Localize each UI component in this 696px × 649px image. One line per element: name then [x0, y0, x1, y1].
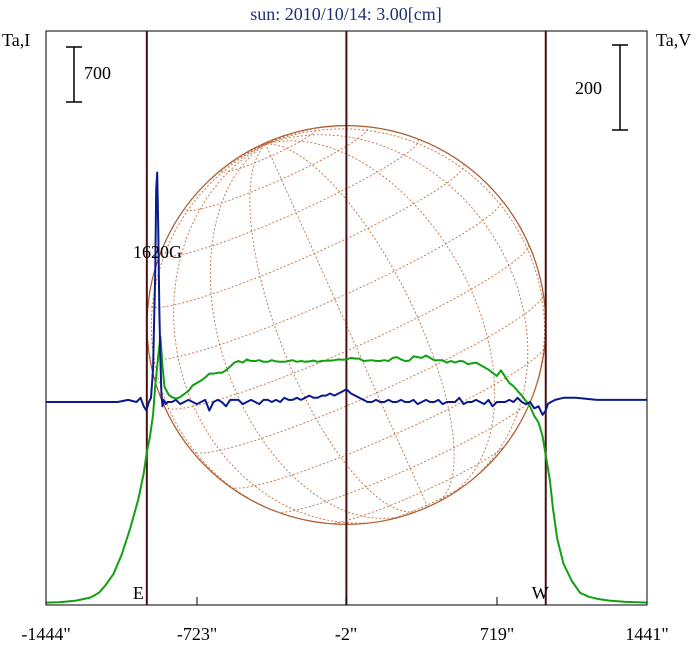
grid-longitude-line [265, 140, 496, 499]
x-axis-ticks: -1444" -723" -2" 719" 1441" [21, 597, 669, 644]
grid-longitude-line [265, 144, 429, 508]
grid-longitude-line [258, 143, 266, 147]
x-tick-label: -1444" [21, 624, 70, 644]
left-axis-label: Ta,I [2, 30, 30, 50]
grid-longitude-line [265, 143, 455, 503]
grid-longitude-line [209, 143, 410, 519]
grid-latitude-line [220, 128, 317, 173]
grid-latitude-line [277, 398, 533, 513]
grid-longitude-line [249, 143, 418, 513]
grid-latitude-line [230, 347, 545, 489]
grid-longitude-line [265, 134, 529, 485]
left-scale-label: 700 [84, 63, 111, 83]
grid-longitude-line [179, 143, 266, 216]
chart-title: sun: 2010/10/14: 3.00[cm] [250, 4, 442, 24]
right-axis-label: Ta,V [656, 30, 691, 50]
annotation-1620g: 1620G [133, 242, 182, 262]
series-line-intensity [45, 335, 648, 604]
grid-latitude-line [149, 199, 503, 360]
grid-longitude-line [265, 125, 376, 145]
x-tick-label: 1441" [625, 624, 668, 644]
x-tick-label: 719" [480, 624, 514, 644]
series-group [45, 171, 648, 604]
series-line-polarization [46, 171, 647, 416]
grid-longitude-line [265, 128, 545, 427]
right-scale-label: 200 [575, 78, 602, 98]
grid-latitude-line [159, 138, 419, 258]
x-tick-label: -2" [335, 624, 357, 644]
grid-longitude-line [173, 143, 385, 524]
x-tick-label: -723" [177, 624, 217, 644]
grid-longitude-line [265, 130, 300, 145]
left-scale-bar: 700 [66, 46, 111, 103]
limb-label: W [532, 583, 549, 603]
limb-markers [145, 31, 547, 605]
grid-longitude-line [265, 139, 272, 145]
grid-longitude-line [233, 143, 266, 161]
limb-label: E [133, 583, 144, 603]
grid-latitude-line [383, 483, 468, 522]
right-scale-bar: 200 [575, 44, 628, 131]
grid-latitude-line [329, 444, 506, 525]
grid-latitude-line [184, 126, 369, 212]
grid-longitude-line [150, 143, 308, 521]
solar-disk-grid [146, 125, 547, 525]
